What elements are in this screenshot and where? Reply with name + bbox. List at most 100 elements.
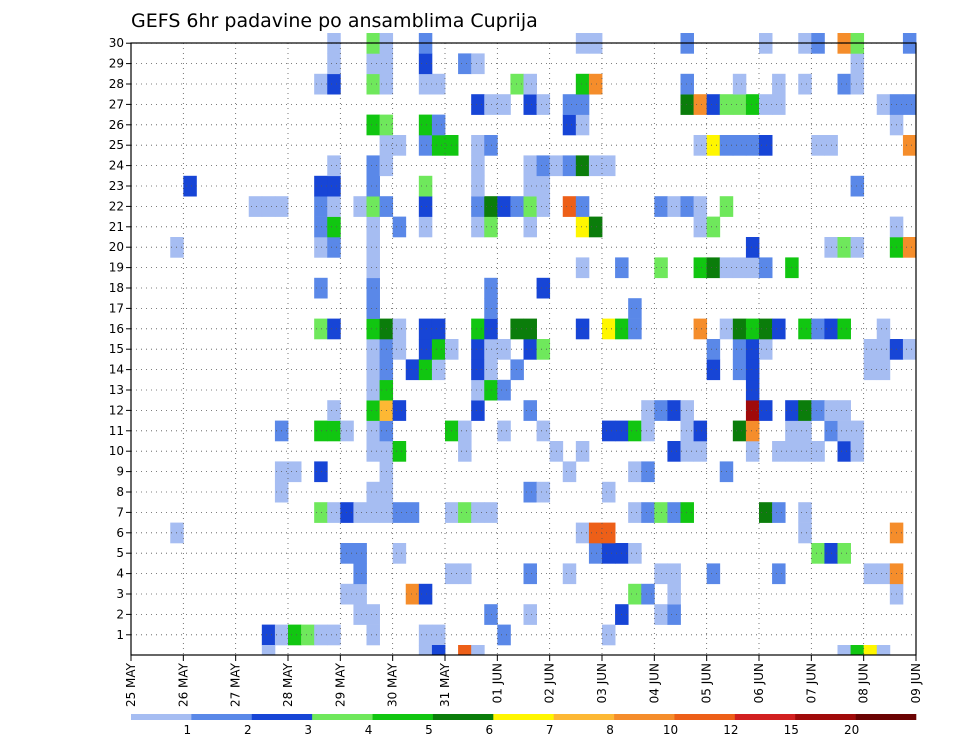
y-tick-label: 10 bbox=[109, 444, 124, 458]
heat-cell bbox=[471, 339, 485, 360]
colorbar-label: 1 bbox=[184, 723, 192, 737]
heat-cell bbox=[510, 196, 524, 217]
heat-cell bbox=[261, 645, 276, 656]
heat-cell bbox=[366, 175, 380, 197]
heat-cell bbox=[745, 441, 760, 462]
y-tick-label: 2 bbox=[116, 607, 124, 621]
heat-cell bbox=[523, 400, 537, 421]
colorbar-swatch bbox=[251, 714, 313, 720]
heat-cell bbox=[248, 196, 263, 217]
heat-cell bbox=[418, 175, 433, 197]
heat-cell bbox=[745, 420, 760, 442]
heat-cell bbox=[484, 502, 498, 523]
heat-cell bbox=[366, 237, 380, 258]
heat-cell bbox=[497, 624, 511, 646]
heat-cell bbox=[497, 196, 511, 217]
heat-cell bbox=[418, 624, 433, 646]
heat-cell bbox=[327, 73, 341, 95]
heat-cell bbox=[863, 645, 878, 656]
colorbar-label: 2 bbox=[244, 723, 252, 737]
heat-cell bbox=[353, 583, 367, 605]
heat-cell bbox=[575, 257, 590, 279]
heat-cell bbox=[471, 175, 485, 197]
heat-cell bbox=[301, 624, 315, 646]
heat-cell bbox=[811, 543, 825, 564]
colorbar: 1 2 3 4 5 6 7 8 10 12 15 20 bbox=[131, 714, 917, 737]
heat-cell bbox=[353, 543, 367, 564]
heat-cell bbox=[732, 318, 747, 340]
heat-cell bbox=[667, 583, 681, 605]
heat-cell bbox=[497, 420, 511, 442]
heat-cell bbox=[484, 379, 498, 401]
heat-cell bbox=[745, 359, 760, 381]
y-tick-label: 13 bbox=[109, 383, 124, 397]
heat-cell bbox=[366, 420, 380, 442]
heat-cell bbox=[471, 216, 485, 238]
heat-cell bbox=[850, 53, 865, 75]
heat-cell bbox=[366, 277, 380, 299]
heat-cell bbox=[562, 155, 577, 177]
heat-cell bbox=[850, 237, 865, 258]
y-tick-label: 23 bbox=[109, 179, 124, 193]
colorbar-label: 8 bbox=[606, 723, 614, 737]
heat-cell bbox=[497, 339, 511, 360]
heat-cell bbox=[680, 441, 694, 462]
colorbar-swatch bbox=[855, 714, 917, 720]
heat-cell bbox=[837, 543, 851, 564]
heat-cell bbox=[798, 420, 812, 442]
heat-cell bbox=[667, 563, 681, 585]
heat-cell bbox=[536, 155, 551, 177]
heat-cell bbox=[523, 339, 537, 360]
heat-cell bbox=[484, 359, 498, 381]
heat-cell bbox=[314, 461, 328, 483]
heat-cell bbox=[431, 135, 446, 156]
heat-cell bbox=[641, 461, 655, 483]
heat-cell bbox=[418, 73, 433, 95]
heat-cell bbox=[314, 277, 328, 299]
heat-cell bbox=[575, 155, 590, 177]
colorbar-label: 10 bbox=[663, 723, 678, 737]
heat-cell bbox=[458, 53, 472, 75]
y-tick-label: 7 bbox=[116, 505, 124, 519]
colorbar-swatch bbox=[614, 714, 675, 720]
heat-cell bbox=[562, 196, 577, 217]
heat-cell bbox=[628, 318, 642, 340]
x-tick-label: 05 JUN bbox=[700, 663, 714, 703]
heat-cell bbox=[837, 73, 851, 95]
heat-cell bbox=[458, 563, 472, 585]
heat-cell bbox=[863, 339, 878, 360]
y-tick-label: 29 bbox=[109, 57, 124, 71]
heat-cell bbox=[261, 196, 276, 217]
heat-cell bbox=[667, 604, 681, 625]
colorbar-swatch bbox=[131, 714, 192, 720]
colorbar-label: 12 bbox=[723, 723, 738, 737]
heat-cell bbox=[536, 339, 551, 360]
heat-cell bbox=[588, 522, 603, 544]
colorbar-swatch bbox=[674, 714, 736, 720]
heat-cell bbox=[366, 318, 380, 340]
heat-cell bbox=[902, 135, 917, 156]
heat-cell bbox=[667, 441, 681, 462]
heat-cell bbox=[798, 441, 812, 462]
heat-cell bbox=[288, 461, 302, 483]
heat-cell bbox=[327, 216, 341, 238]
colorbar-swatch bbox=[432, 714, 494, 720]
heat-cell bbox=[327, 237, 341, 258]
colorbar-label: 7 bbox=[546, 723, 554, 737]
heat-cell bbox=[366, 216, 380, 238]
x-tick-label: 25 MAY bbox=[124, 662, 138, 707]
heat-cell bbox=[902, 339, 917, 360]
heat-cell bbox=[680, 73, 694, 95]
heat-cell bbox=[418, 53, 433, 75]
heat-cell bbox=[366, 441, 380, 462]
heat-cell bbox=[392, 502, 407, 523]
heat-cell bbox=[575, 522, 590, 544]
y-tick-label: 20 bbox=[109, 240, 124, 254]
heat-cell bbox=[366, 257, 380, 279]
heat-cell bbox=[863, 359, 878, 381]
heat-cell bbox=[641, 420, 655, 442]
heat-cell bbox=[772, 318, 786, 340]
heat-cell bbox=[405, 359, 420, 381]
y-tick-label: 28 bbox=[109, 77, 124, 91]
heat-cell bbox=[392, 135, 407, 156]
